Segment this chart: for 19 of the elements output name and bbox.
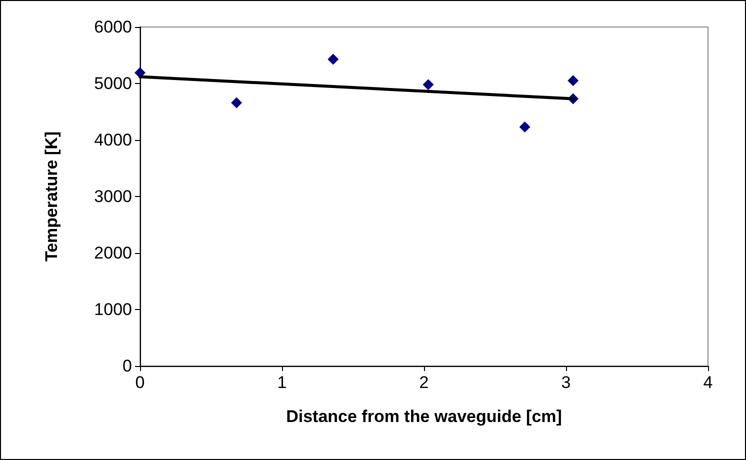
- x-tick-label: 2: [419, 373, 429, 392]
- x-tick-label: 4: [703, 373, 713, 392]
- point: [519, 122, 530, 133]
- y-tick-label: 6000: [94, 18, 132, 36]
- point: [231, 97, 242, 108]
- x-tick-label: 1: [277, 373, 287, 392]
- y-tick-label: 2000: [94, 244, 132, 262]
- x-axis-title: Distance from the waveguide [cm]: [286, 407, 562, 426]
- x-tick-label: 0: [135, 373, 145, 392]
- y-tick-label: 5000: [94, 74, 132, 93]
- y-axis-title: Temperature [K]: [42, 131, 61, 262]
- y-tick-label: 3000: [94, 187, 132, 206]
- x-tick-label: 3: [561, 373, 571, 392]
- y-tick-label: 4000: [94, 130, 132, 150]
- point: [422, 79, 434, 90]
- y-tick-label: 1000: [94, 300, 132, 319]
- point: [568, 75, 579, 86]
- point: [328, 54, 339, 65]
- y-tick-label: 0: [122, 356, 132, 376]
